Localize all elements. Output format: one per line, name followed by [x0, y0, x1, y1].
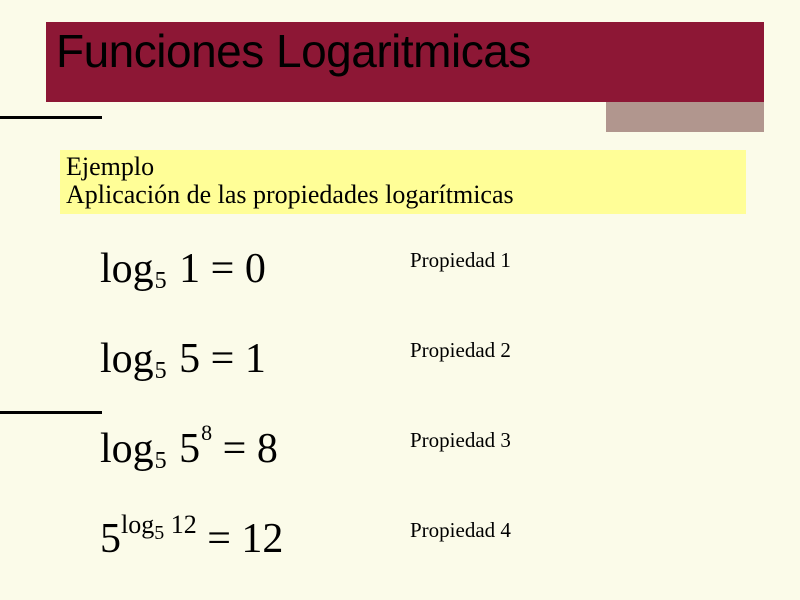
- property-row: log5 5 = 1 Propiedad 2: [100, 314, 740, 404]
- page-title: Funciones Logaritmicas: [56, 24, 531, 78]
- slide: Funciones Logaritmicas Ejemplo Aplicació…: [0, 0, 800, 600]
- property-label-1: Propiedad 1: [410, 248, 511, 273]
- formula-2: log5 5 = 1: [100, 335, 370, 383]
- example-box: Ejemplo Aplicación de las propiedades lo…: [60, 150, 746, 214]
- example-heading: Ejemplo: [66, 152, 740, 182]
- property-row: log5 58 = 8 Propiedad 3: [100, 404, 740, 494]
- formula-1: log5 1 = 0: [100, 245, 370, 293]
- example-subheading: Aplicación de las propiedades logarítmic…: [66, 180, 740, 210]
- property-row: 5log5 12 = 12 Propiedad 4: [100, 494, 740, 584]
- property-label-4: Propiedad 4: [410, 518, 511, 543]
- content-area: log5 1 = 0 Propiedad 1 log5 5 = 1 Propie…: [100, 224, 740, 584]
- formula-3: log5 58 = 8: [100, 425, 370, 473]
- formula-4: 5log5 12 = 12: [100, 515, 370, 563]
- divider-top: [0, 116, 102, 119]
- divider-mid: [0, 411, 102, 414]
- property-row: log5 1 = 0 Propiedad 1: [100, 224, 740, 314]
- accent-block: [606, 102, 764, 132]
- property-label-3: Propiedad 3: [410, 428, 511, 453]
- property-label-2: Propiedad 2: [410, 338, 511, 363]
